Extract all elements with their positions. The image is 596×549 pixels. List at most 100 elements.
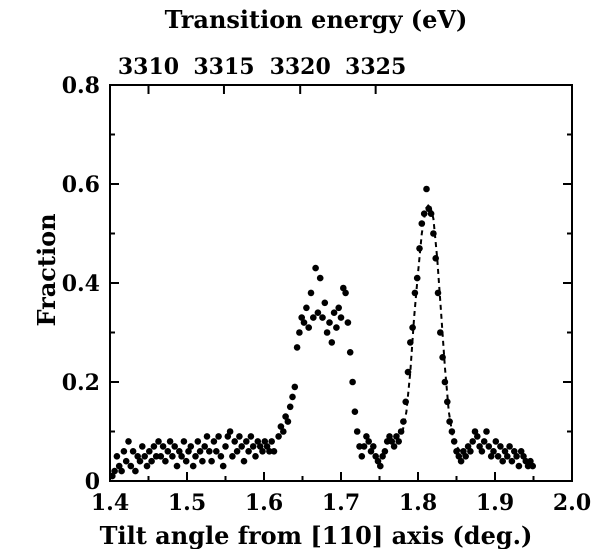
data-point	[169, 453, 176, 460]
x-tick-label: 1.8	[399, 490, 437, 516]
data-point	[127, 462, 135, 470]
data-point	[298, 314, 306, 321]
data-point	[300, 319, 308, 326]
data-point	[146, 448, 153, 455]
data-point	[187, 443, 195, 450]
data-point	[508, 457, 516, 465]
data-point	[148, 457, 155, 465]
x-tick-label: 1.4	[91, 490, 129, 516]
data-point	[418, 220, 426, 227]
data-point	[164, 448, 172, 455]
data-point	[152, 453, 160, 460]
data-point	[497, 443, 504, 450]
data-point	[397, 428, 405, 435]
data-point	[266, 448, 273, 455]
data-point	[377, 462, 384, 470]
data-point	[247, 433, 255, 440]
data-point	[199, 457, 206, 465]
data-point	[310, 314, 317, 321]
plot-frame	[109, 84, 573, 482]
data-point	[268, 438, 276, 445]
data-point	[513, 453, 520, 460]
data-point	[303, 304, 310, 312]
data-point	[143, 462, 151, 470]
data-point	[307, 289, 315, 297]
data-point	[494, 453, 502, 460]
x-tick-label: 1.5	[168, 490, 206, 516]
data-point	[316, 274, 324, 282]
data-point	[178, 453, 185, 460]
data-point	[476, 443, 483, 450]
data-point	[527, 457, 534, 465]
data-point	[280, 428, 287, 435]
data-point	[115, 462, 123, 470]
data-point	[210, 438, 218, 445]
data-point	[335, 304, 343, 312]
data-point	[370, 443, 377, 450]
data-point	[351, 408, 359, 416]
data-point	[305, 324, 313, 331]
data-point	[404, 368, 412, 376]
data-point	[141, 453, 148, 460]
data-point	[263, 443, 271, 450]
data-point	[330, 309, 338, 317]
data-point	[270, 448, 278, 455]
data-point	[284, 418, 292, 425]
x-tick-label: 1.9	[476, 490, 514, 516]
data-point	[423, 185, 430, 193]
data-point	[407, 339, 414, 346]
data-point	[490, 448, 497, 455]
data-point	[256, 443, 264, 450]
data-point	[150, 443, 158, 450]
data-point	[261, 438, 269, 445]
data-point	[462, 453, 470, 460]
data-point	[282, 413, 289, 420]
top-axis-title: Transition energy (eV)	[165, 5, 468, 34]
data-point	[125, 438, 132, 445]
data-point	[252, 453, 259, 460]
data-point	[132, 467, 139, 475]
data-point	[517, 448, 525, 455]
data-point	[328, 339, 336, 346]
y-tick-label: 0.2	[62, 370, 100, 396]
data-point	[393, 433, 400, 440]
data-point	[360, 443, 368, 450]
data-point	[192, 453, 199, 460]
data-point	[326, 319, 333, 326]
data-point	[113, 453, 121, 460]
data-point	[226, 428, 234, 435]
y-axis-title: Fraction	[32, 213, 61, 326]
data-point	[349, 378, 356, 386]
data-point	[386, 433, 393, 440]
data-point	[413, 274, 421, 282]
data-point	[437, 329, 444, 336]
data-point	[254, 438, 262, 445]
top-tick-label: 3310	[118, 54, 179, 80]
data-point	[430, 230, 437, 237]
data-point	[492, 438, 500, 445]
data-point	[474, 433, 481, 440]
data-point	[441, 378, 449, 386]
data-point	[249, 443, 257, 450]
data-point	[464, 443, 472, 450]
data-point	[136, 457, 144, 465]
data-point	[314, 309, 322, 317]
data-point	[365, 438, 373, 445]
data-point	[340, 284, 347, 292]
data-point	[395, 438, 403, 445]
data-point	[367, 448, 375, 455]
top-tick-label: 3320	[270, 54, 331, 80]
data-point	[240, 457, 248, 465]
data-point	[448, 428, 456, 435]
data-point	[120, 448, 128, 455]
data-point	[289, 393, 296, 401]
data-point	[524, 462, 532, 470]
data-point	[499, 457, 507, 465]
data-point	[511, 448, 518, 455]
data-point	[171, 443, 178, 450]
data-point	[155, 438, 162, 445]
data-point	[358, 453, 366, 460]
data-point	[182, 457, 190, 465]
data-point	[400, 418, 407, 425]
data-point	[515, 462, 523, 470]
